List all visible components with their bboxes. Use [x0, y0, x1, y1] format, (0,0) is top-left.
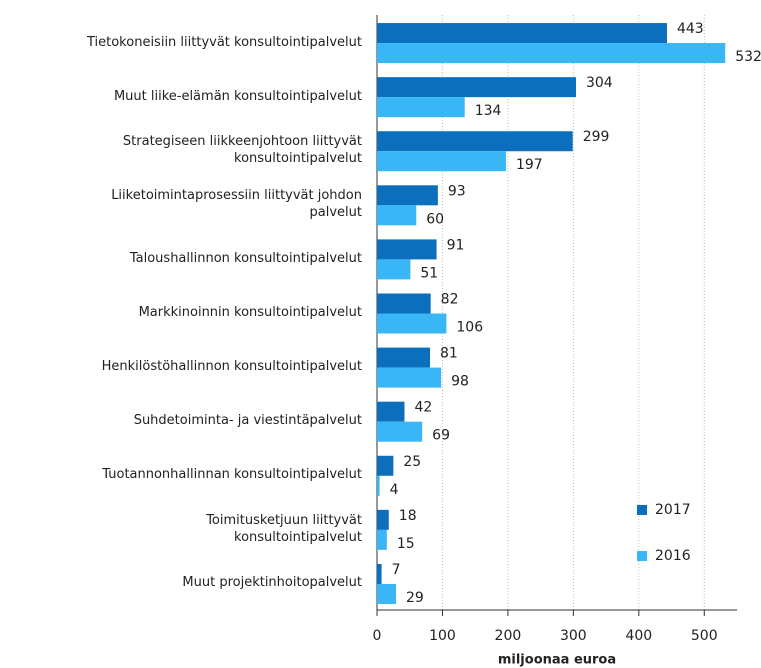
bar	[377, 293, 431, 314]
bar	[377, 421, 423, 442]
data-label: 42	[414, 400, 432, 416]
bar	[377, 475, 380, 496]
y-tick-label: Muut projektinhoitopalvelut	[182, 575, 362, 591]
x-tick-label: 100	[429, 628, 456, 644]
y-tick-label: Markkinoinnin konsultointipalvelut	[138, 305, 362, 320]
bar	[377, 185, 438, 206]
data-label: 98	[451, 374, 469, 390]
bar	[377, 313, 447, 334]
data-label: 82	[441, 292, 459, 308]
bar	[377, 151, 506, 172]
bar	[377, 401, 405, 422]
y-tick-label: Strategiseen liikkeenjohtoon liittyvät k…	[122, 134, 362, 167]
data-label: 69	[432, 428, 450, 444]
bar	[377, 259, 411, 280]
bar	[377, 529, 387, 550]
bar	[377, 583, 396, 604]
y-tick-label: Muut liike-elämän konsultointipalvelut	[113, 88, 362, 104]
legend-label: 2016	[655, 548, 691, 564]
data-label: 51	[420, 265, 438, 281]
x-tick-label: 200	[495, 628, 522, 644]
data-label: 197	[516, 157, 543, 173]
bar	[377, 367, 442, 388]
bar	[377, 77, 576, 98]
y-tick-label: Taloushallinnon konsultointipalvelut	[129, 250, 362, 266]
data-label: 532	[735, 49, 761, 65]
legend-label: 2017	[655, 502, 691, 518]
data-label: 4	[390, 482, 399, 498]
data-label: 60	[426, 211, 444, 227]
data-label: 443	[677, 21, 704, 37]
bar	[377, 205, 417, 226]
x-tick-label: 500	[691, 628, 718, 644]
bar	[377, 43, 726, 64]
bar	[377, 23, 667, 44]
y-tick-label: Suhdetoiminta- ja viestintäpalvelut	[133, 413, 362, 429]
data-label: 15	[397, 536, 415, 552]
data-label: 134	[475, 103, 502, 119]
y-tick-label: Tuotannonhallinnan konsultointipalvelut	[102, 467, 362, 483]
bar	[377, 239, 437, 260]
data-label: 93	[448, 183, 466, 199]
bar	[377, 563, 382, 584]
data-label: 106	[456, 320, 483, 336]
bar	[377, 131, 573, 152]
bar	[377, 509, 389, 530]
data-label: 304	[586, 75, 613, 91]
y-tick-label: Toimitusketjuun liittyvät konsultointipa…	[206, 512, 362, 545]
y-tick-label: Liiketoimintaprosessiin liittyvät johdon…	[111, 188, 362, 221]
x-tick-label: 400	[625, 628, 652, 644]
data-label: 81	[440, 346, 458, 362]
legend-swatch	[637, 551, 647, 561]
data-label: 7	[392, 562, 401, 578]
x-tick-label: 300	[560, 628, 587, 644]
y-tick-label: Tietokoneisiin liittyvät konsultointipal…	[86, 34, 362, 50]
bar	[377, 455, 394, 476]
y-tick-label: Henkilöstöhallinnon konsultointipalvelut	[101, 359, 362, 375]
bar	[377, 347, 431, 368]
data-label: 25	[403, 454, 421, 470]
legend-swatch	[637, 505, 647, 515]
x-axis-label: miljoonaa euroa	[498, 653, 616, 668]
x-tick-label: 0	[373, 628, 382, 644]
bar	[377, 97, 465, 118]
data-label: 18	[399, 508, 417, 524]
data-label: 91	[447, 237, 465, 253]
data-label: 29	[406, 590, 424, 606]
data-label: 299	[583, 129, 610, 145]
